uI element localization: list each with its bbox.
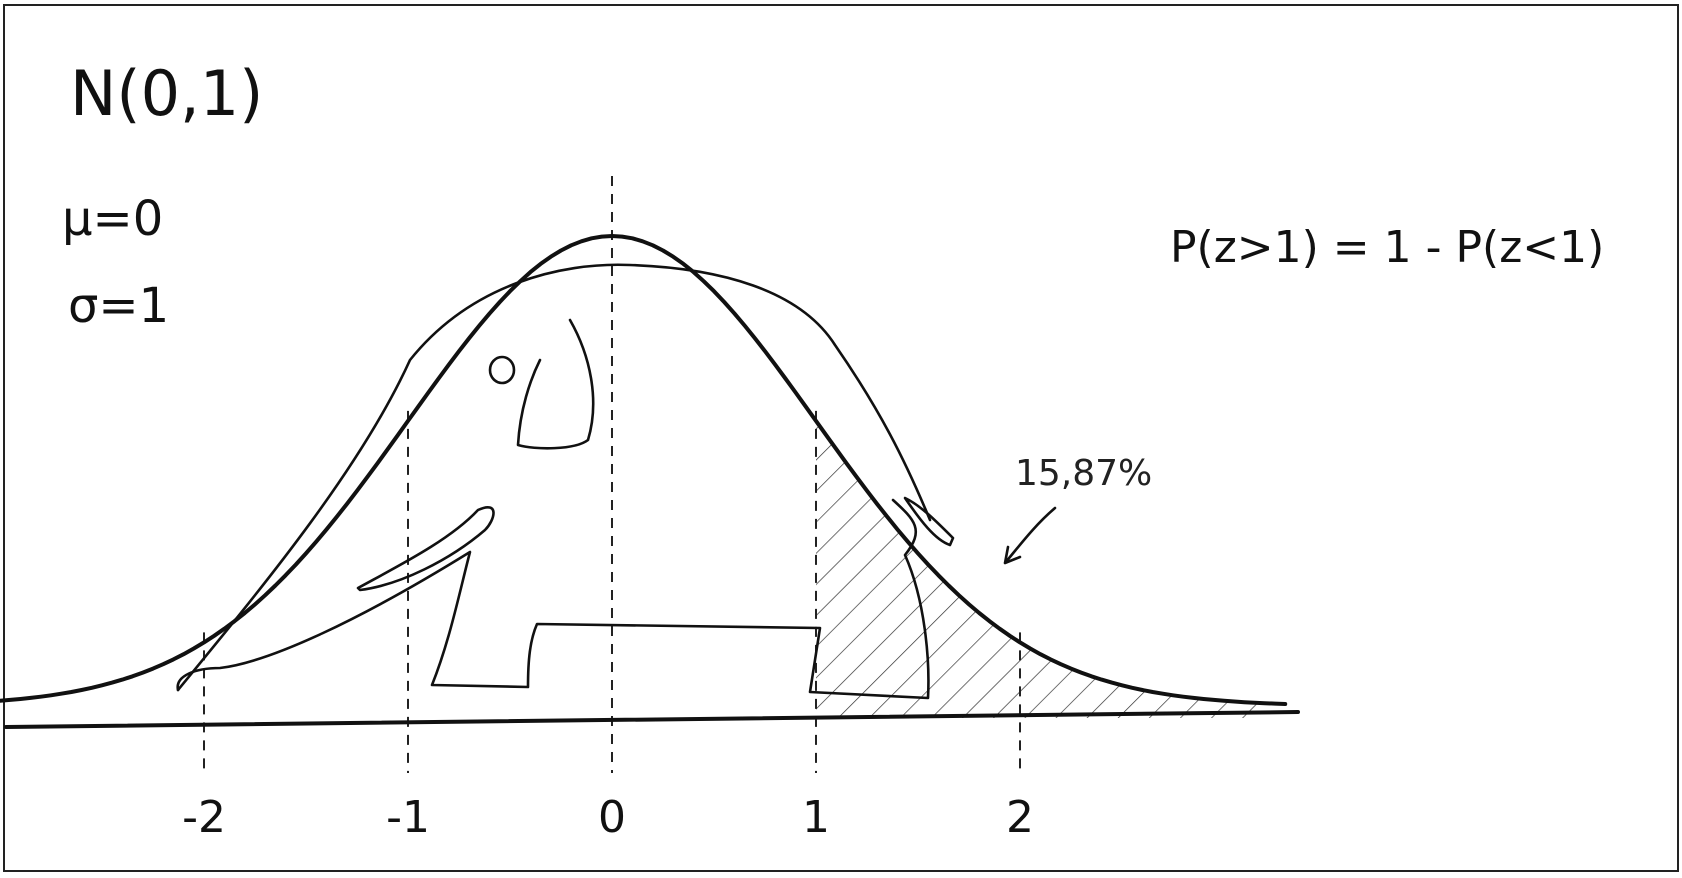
shaded-tail-area xyxy=(816,420,1265,718)
x-tick-label: -2 xyxy=(182,792,226,843)
elephant-ear xyxy=(516,318,595,450)
elephant-trunk xyxy=(176,498,930,700)
mean-parameter: μ=0 xyxy=(62,191,163,247)
elephant-eye xyxy=(488,355,516,385)
x-tick-labels: -2 -1 0 1 2 xyxy=(182,792,1034,843)
x-axis-line xyxy=(4,710,1300,729)
sd-parameter: σ=1 xyxy=(68,278,169,334)
x-tick-label: -1 xyxy=(386,792,430,843)
x-tick-label: 1 xyxy=(802,792,830,843)
shaded-area-label: 15,87% xyxy=(1015,453,1152,494)
image-frame xyxy=(3,4,1679,872)
reference-lines xyxy=(203,176,1021,773)
x-tick-label: 0 xyxy=(598,792,626,843)
x-tick-label: 2 xyxy=(1006,792,1034,843)
elephant-back xyxy=(176,263,932,692)
elephant-tusk xyxy=(356,506,495,592)
bell-curve xyxy=(0,234,1288,706)
distribution-title: N(0,1) xyxy=(70,57,263,130)
elephant-sketch xyxy=(176,263,955,700)
elephant-tail xyxy=(903,496,955,547)
label-pointer-arrow xyxy=(1003,506,1057,565)
probability-formula: P(z>1) = 1 - P(z<1) xyxy=(1170,222,1604,273)
